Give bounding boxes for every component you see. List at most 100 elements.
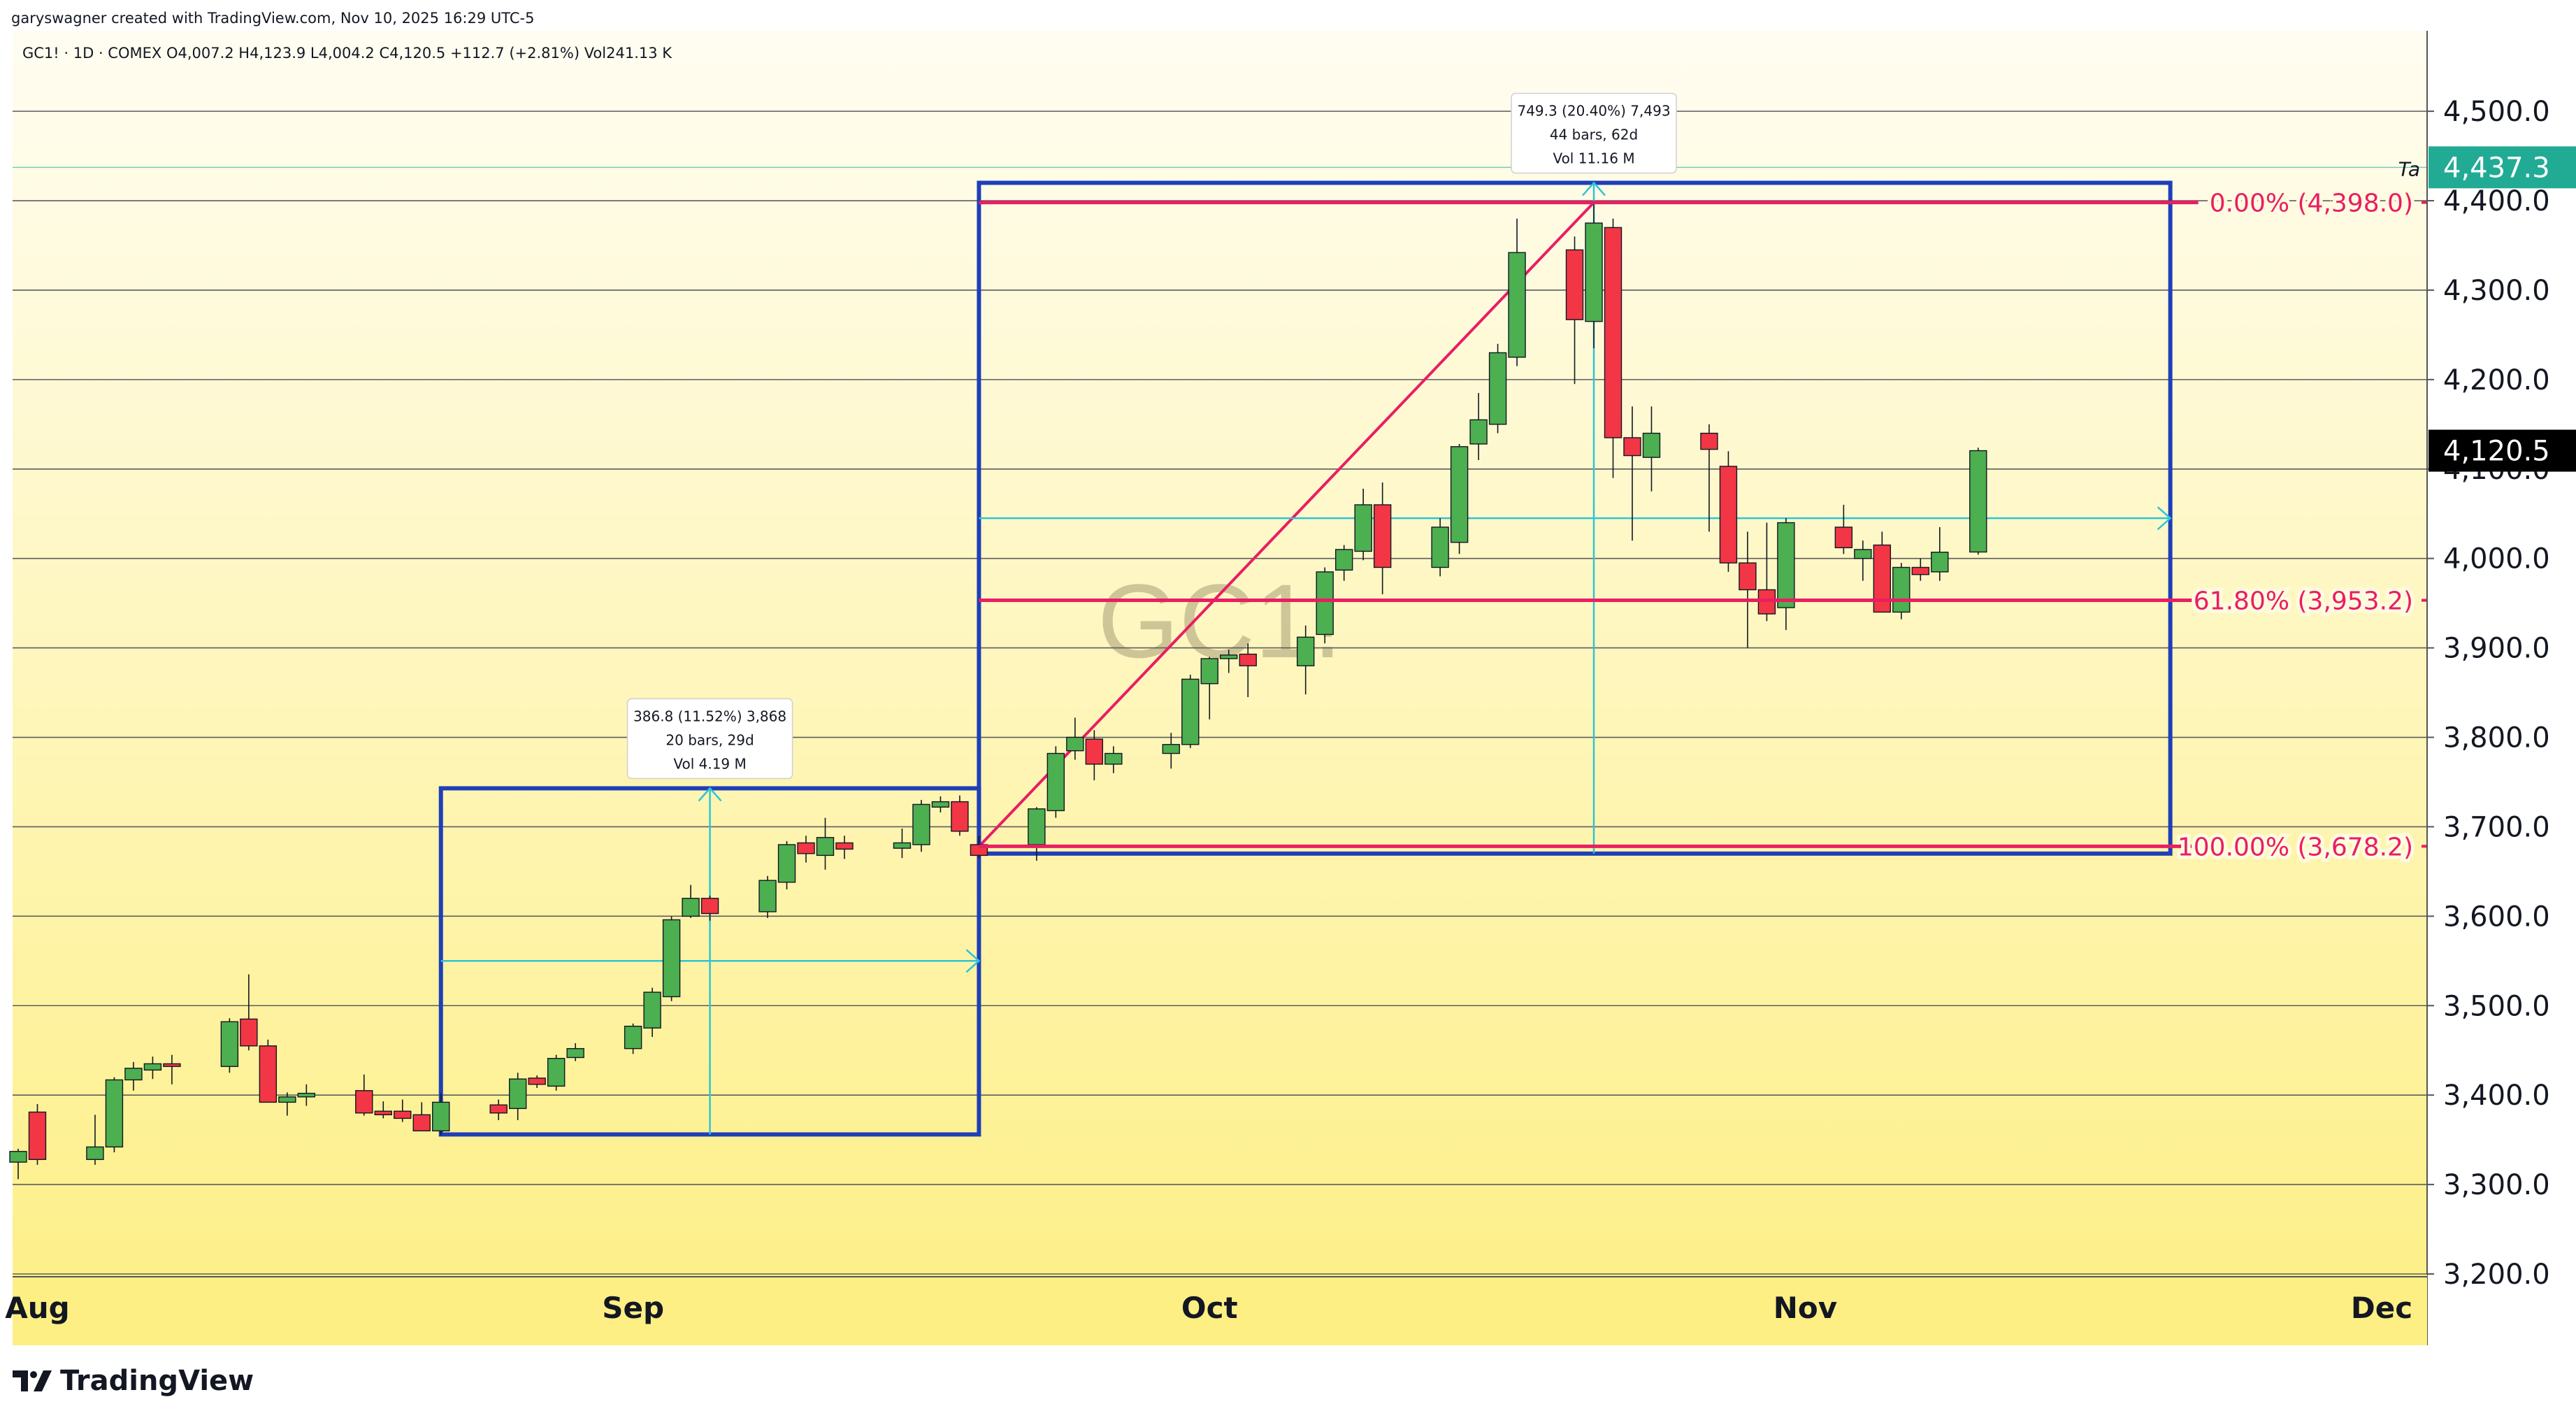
candle (547, 1058, 566, 1087)
candle (1488, 352, 1507, 425)
ta-tag-label: Ta (2398, 157, 2420, 180)
candle (893, 842, 912, 849)
y-tick-label: 3,300.0 (2443, 1169, 2550, 1201)
candle (28, 1111, 47, 1160)
candle (163, 1063, 181, 1067)
y-tick-label: 4,000.0 (2443, 543, 2550, 575)
measure-label-box-1 (626, 698, 793, 780)
candle (643, 991, 661, 1029)
measure-arrow-up-1 (698, 787, 722, 802)
x-tick-label: Oct (1181, 1291, 1238, 1325)
candle (124, 1068, 143, 1081)
measure-arrow-right-1 (965, 949, 981, 973)
candle (682, 898, 700, 917)
candle (1469, 419, 1488, 445)
measure-label-line-1-1: 386.8 (11.52%) 3,868 (633, 708, 786, 724)
candle (1028, 808, 1046, 845)
candle (816, 837, 835, 857)
candle (1334, 549, 1353, 571)
candle (1431, 527, 1449, 568)
y-tick-label: 3,900.0 (2443, 633, 2550, 665)
measure-label-box-2 (1511, 92, 1677, 174)
candle (1585, 222, 1603, 322)
candle (1181, 678, 1200, 745)
candle (1604, 227, 1622, 438)
candle (1854, 549, 1872, 559)
candle (1623, 437, 1641, 457)
y-tick-label: 3,800.0 (2443, 722, 2550, 754)
fibonacci-retracement[interactable]: 0.00% (4,398.0) 61.80% (3,953.2) 100.00% (… (979, 186, 2427, 865)
candle (105, 1079, 124, 1148)
candle (951, 801, 969, 832)
candle (1450, 446, 1469, 543)
candle (1104, 752, 1123, 765)
measurement-layer: 386.8 (11.52%) 3,868 20 bars, 29d Vol 4.19… (438, 92, 2173, 1137)
candle (1508, 252, 1526, 358)
candle (566, 1047, 584, 1059)
candle (1911, 566, 1930, 575)
y-tick-label: 4,500.0 (2443, 96, 2550, 128)
plot-background (13, 31, 2427, 1345)
candle (624, 1025, 642, 1050)
axes: 3,200.0 3,300.0 3,400.0 3,500.0 3,600.0 3,700… (5, 0, 2576, 1418)
candle (1296, 636, 1315, 666)
chart-credit: garyswagner created with TradingView.com… (11, 10, 535, 27)
candle (1085, 738, 1104, 765)
measure-label-line-2-3: Vol 11.16 M (1553, 150, 1634, 166)
candle (1239, 653, 1257, 666)
candle (1316, 571, 1334, 636)
fib-level-label-1: 0.00% (4,398.0) (2210, 189, 2413, 218)
tradingview-logo-text: TradingView (60, 1365, 254, 1397)
candle (508, 1078, 527, 1110)
candle (297, 1092, 316, 1098)
candle (835, 842, 854, 850)
ohlc-legend: GC1! · 1D · COMEX O4,007.2 H4,123.9 L4,0… (22, 45, 672, 62)
candle (374, 1110, 392, 1116)
candle (1565, 249, 1584, 320)
y-tick-label: 4,400.0 (2443, 185, 2550, 217)
candle (1373, 504, 1392, 568)
candle (259, 1045, 278, 1103)
candle (1739, 562, 1757, 591)
candle (1066, 736, 1084, 752)
candle (1046, 752, 1065, 812)
candle (432, 1101, 450, 1132)
ta-price-badge-label: 4,437.3 (2443, 152, 2550, 184)
last-price-badge (2429, 429, 2576, 472)
tradingview-logo-icon (13, 1370, 52, 1391)
fib-level-label-2: 61.80% (3,953.2) (2194, 587, 2413, 616)
candle (931, 801, 950, 808)
y-tick-label: 3,600.0 (2443, 901, 2550, 933)
candle (700, 898, 719, 915)
y-tick-label: 3,200.0 (2443, 1259, 2550, 1291)
candle (1162, 744, 1180, 754)
candle (9, 1151, 27, 1163)
candle (1969, 450, 1987, 553)
measure-arrow-right-2 (2157, 506, 2172, 531)
candle (1931, 552, 1949, 573)
measure-label-line-2-1: 749.3 (20.40%) 7,493 (1517, 102, 1670, 119)
candle (86, 1146, 104, 1160)
x-axis-panel (13, 1275, 2427, 1345)
candle (528, 1077, 546, 1085)
x-tick-label: Dec (2351, 1291, 2412, 1325)
tradingview-logo[interactable]: TradingView (13, 1365, 254, 1397)
measure-label-line-1-2: 20 bars, 29d (665, 731, 754, 748)
ta-price-badge (2429, 146, 2576, 189)
candle (220, 1021, 239, 1067)
candle (1700, 432, 1718, 450)
candle (912, 803, 930, 845)
y-tick-label: 4,200.0 (2443, 364, 2550, 396)
y-tick-label: 3,400.0 (2443, 1080, 2550, 1112)
candle (143, 1063, 162, 1071)
y-tick-label: 3,700.0 (2443, 811, 2550, 843)
grid-lines (13, 110, 2427, 1275)
candle (758, 880, 777, 912)
candle (662, 919, 681, 998)
y-axis-panel (2427, 0, 2576, 1418)
candle (1719, 466, 1738, 564)
candle (797, 842, 815, 854)
candle (412, 1114, 431, 1132)
candle (1354, 504, 1372, 552)
